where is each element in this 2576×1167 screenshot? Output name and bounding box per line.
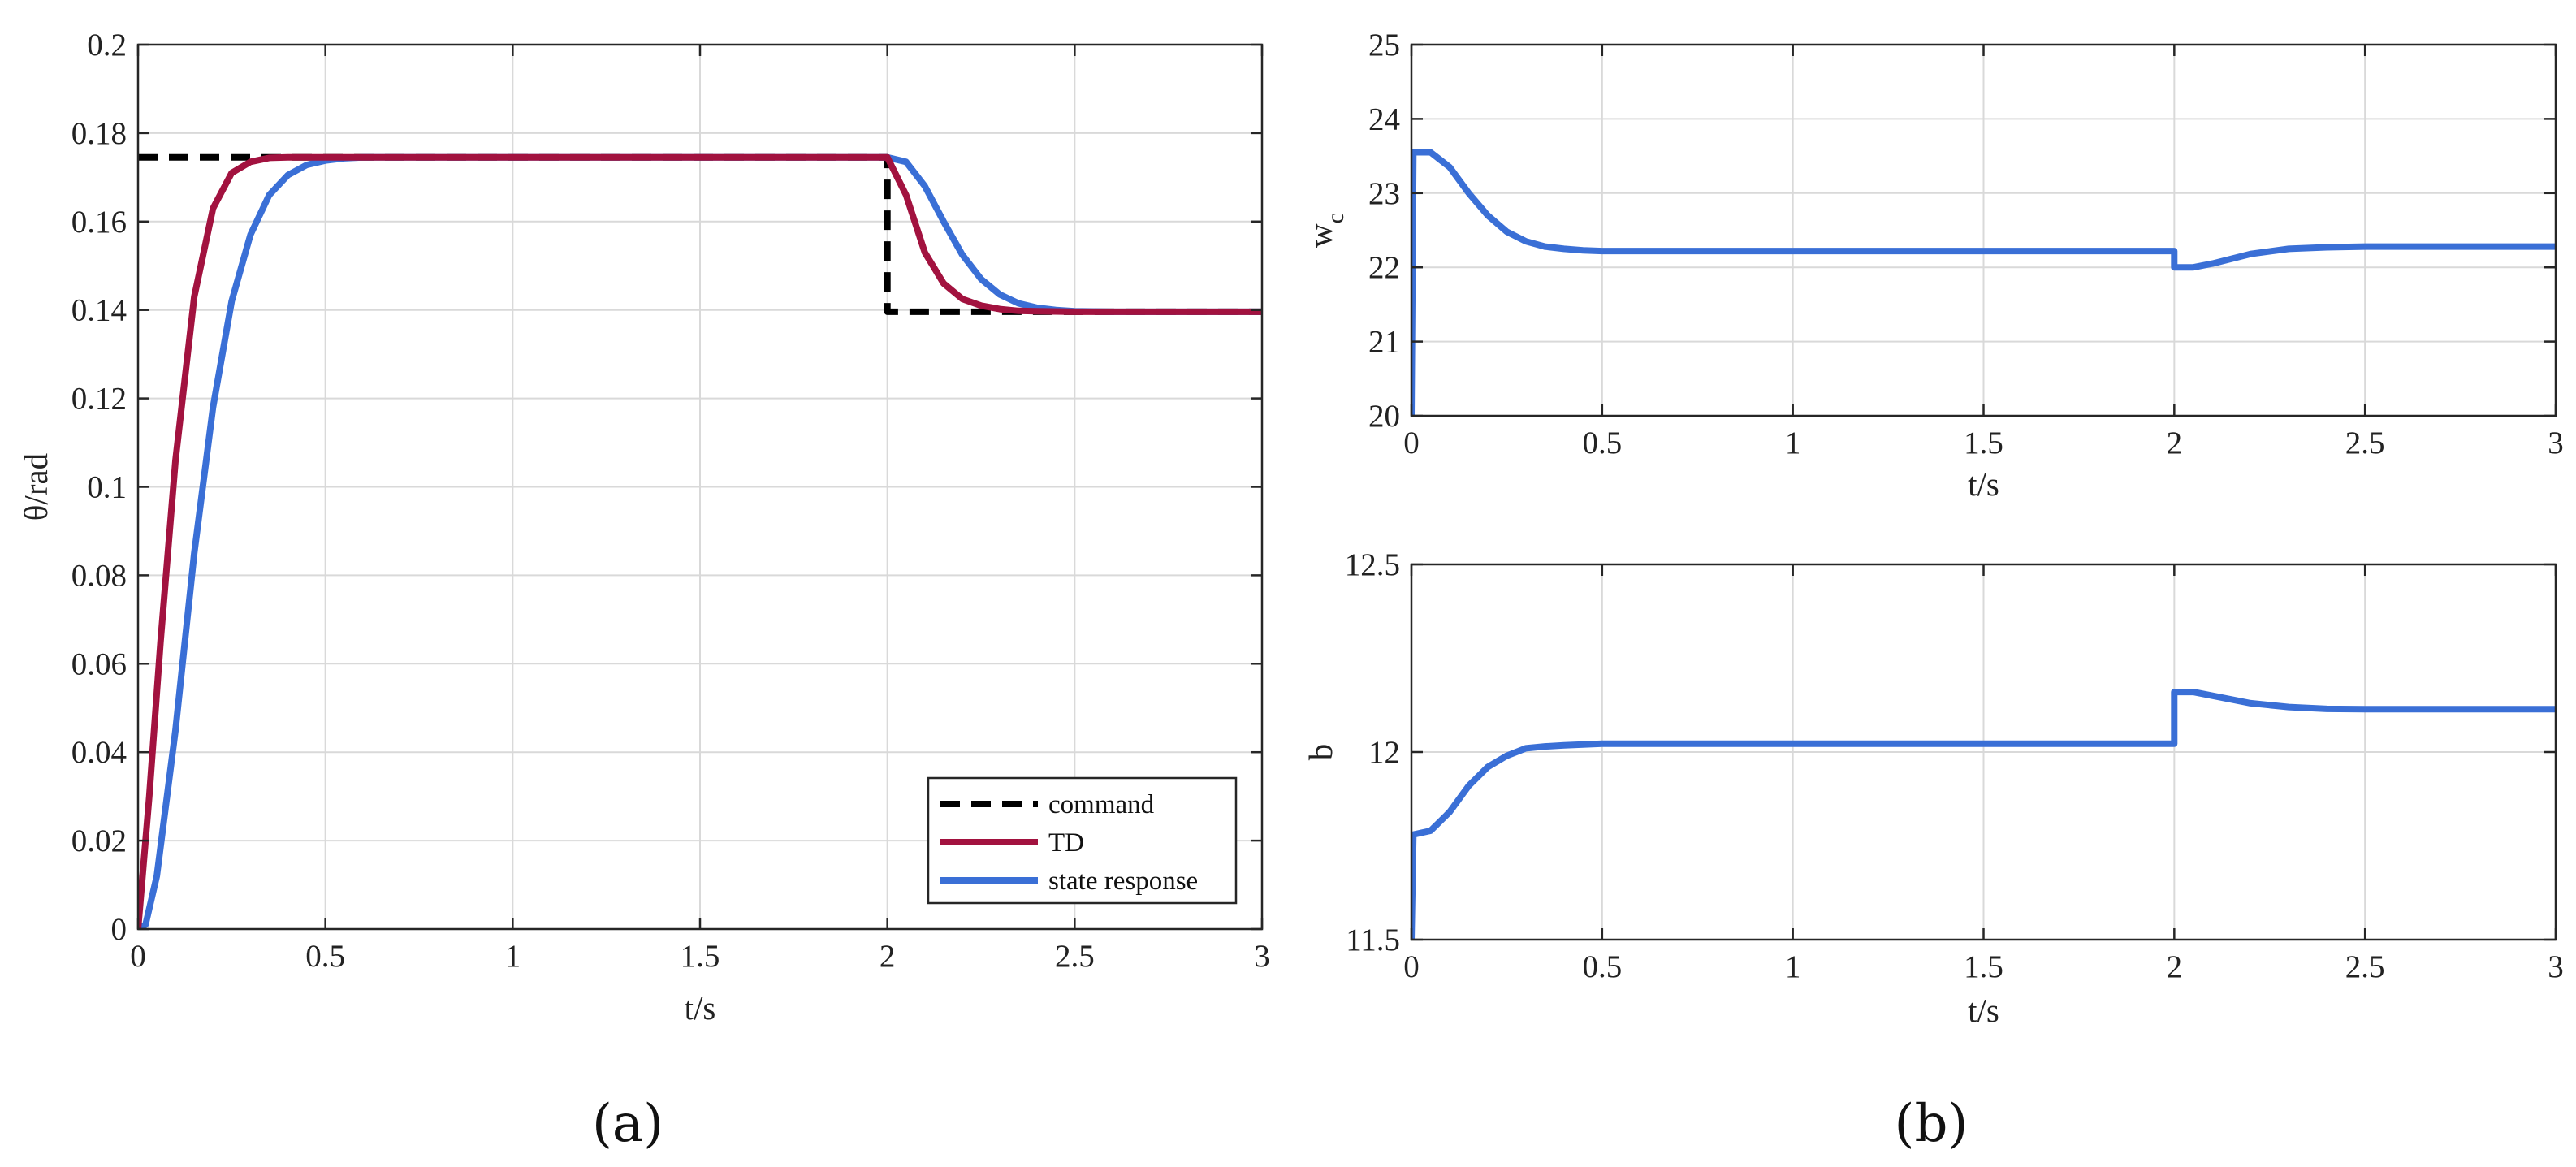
y-axis-label-main: θ/rad [17,453,54,521]
legend: command TD state response [927,776,1238,905]
y-tick-label: 0.16 [71,205,127,240]
x-tick-label: 1.5 [681,939,720,974]
y-tick-label: 0.18 [71,116,127,151]
y-tick-label: 0.04 [71,735,127,770]
y-tick-label: 0.02 [71,823,127,858]
x-tick-label: 0.5 [1582,949,1622,984]
y-tick-label: 22 [1368,250,1400,285]
y-tick-label: 0.08 [71,558,127,593]
y-tick-label: 0.12 [71,382,127,417]
y-axis-label: wc [1302,213,1349,248]
x-tick-label: 3 [2548,949,2564,984]
y-tick-label: 12.5 [1345,547,1400,582]
series-line-b-bottom [1411,689,2556,940]
legend-label: command [1048,790,1155,819]
x-tick-label: 1.5 [1964,426,2003,460]
x-tick-label: 1 [505,939,521,974]
x-tick-label: 0 [1403,949,1420,984]
y-tick-label: 20 [1368,399,1400,434]
panel-a-chart: 0 0.5 1 1.5 2 2.5 3 0 0.02 0.04 0.06 0.08 0.1 0.12 0.1… [17,28,1270,1027]
x-tick-label: 0.5 [305,939,345,974]
x-tick-label: 2.5 [2345,426,2385,460]
y-axis-label-subscript: c [1322,213,1349,223]
x-tick-label: 0.5 [1582,426,1622,460]
x-tick-label: 3 [1254,939,1270,974]
y-axis-label: θ/rad [17,453,54,521]
x-tick-label: 2.5 [1055,939,1095,974]
x-axis-label: t/s [685,989,716,1027]
x-tick-label: 3 [2548,426,2564,460]
y-axis-label: b [1302,744,1339,761]
series-group [1411,689,2556,940]
legend-label: TD [1048,828,1084,858]
y-tick-label: 11.5 [1346,923,1400,957]
y-tick-label: 0.1 [87,470,127,505]
y-tick-label: 0.2 [87,28,127,63]
x-tick-label: 2 [2167,949,2183,984]
x-tick-label: 1.5 [1964,949,2003,984]
y-tick-label: 24 [1368,102,1400,136]
y-tick-label: 0.06 [71,646,127,681]
caption-a: (a) [592,1094,663,1154]
y-axis-label-main: b [1302,744,1339,761]
series-group [1411,149,2556,416]
caption-b: (b) [1895,1094,1969,1154]
x-tick-label: 0 [1403,426,1420,460]
series-line-td [138,153,1262,929]
x-tick-label: 2.5 [2345,949,2385,984]
y-tick-label: 0 [111,912,128,947]
legend-label: state response [1048,867,1198,896]
y-tick-label: 0.14 [71,293,127,328]
x-tick-label: 1 [1785,949,1801,984]
panel-b-top-chart: 0 0.5 1 1.5 2 2.5 3 20 21 22 23 24 25 t/s wc [1302,28,2564,503]
x-axis-label: t/s [1968,992,1999,1029]
series-line-b-top [1411,149,2556,416]
y-tick-label: 23 [1368,176,1400,211]
series-group [138,153,1262,929]
x-axis-label: t/s [1968,465,1999,503]
y-tick-label: 21 [1368,325,1400,360]
x-tick-label: 2 [2167,426,2183,460]
y-tick-label: 12 [1368,735,1400,770]
x-tick-label: 1 [1785,426,1801,460]
y-axis-label-main: w [1302,223,1339,248]
x-tick-label: 0 [130,939,146,974]
x-tick-label: 2 [880,939,896,974]
y-tick-label: 25 [1368,28,1400,63]
